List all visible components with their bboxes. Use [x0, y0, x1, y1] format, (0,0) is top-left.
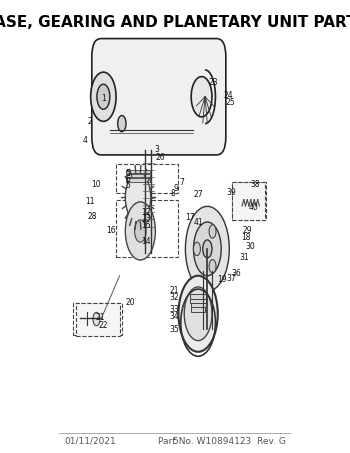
Text: 14: 14 — [141, 237, 151, 246]
Text: 22: 22 — [99, 321, 108, 330]
Text: 18: 18 — [241, 233, 250, 242]
Circle shape — [91, 72, 116, 121]
Text: 21: 21 — [95, 313, 105, 322]
Text: 25: 25 — [226, 97, 235, 106]
Text: 5: 5 — [125, 169, 130, 178]
Text: CASE, GEARING AND PLANETARY UNIT PARTS: CASE, GEARING AND PLANETARY UNIT PARTS — [0, 15, 350, 30]
Circle shape — [194, 242, 201, 255]
Text: 27: 27 — [193, 190, 203, 199]
Text: 39: 39 — [227, 188, 237, 197]
Circle shape — [209, 260, 216, 273]
Text: 8: 8 — [170, 189, 175, 198]
Text: 28: 28 — [87, 212, 97, 221]
Circle shape — [191, 77, 212, 117]
Text: 10: 10 — [92, 180, 101, 189]
FancyBboxPatch shape — [126, 170, 149, 173]
Text: 2: 2 — [87, 117, 92, 126]
Circle shape — [134, 220, 146, 242]
Text: 41: 41 — [193, 217, 203, 226]
Text: 6: 6 — [125, 175, 130, 184]
Text: 35: 35 — [169, 325, 179, 334]
FancyBboxPatch shape — [232, 182, 265, 220]
Text: 13: 13 — [141, 214, 151, 223]
Text: 9: 9 — [174, 183, 178, 193]
Text: 31: 31 — [239, 253, 249, 262]
Text: 30: 30 — [245, 242, 255, 251]
Text: 38: 38 — [250, 180, 260, 189]
FancyBboxPatch shape — [190, 294, 206, 299]
Text: 19: 19 — [218, 275, 227, 284]
Text: 34: 34 — [169, 313, 179, 321]
FancyBboxPatch shape — [76, 303, 120, 336]
Text: 32: 32 — [169, 293, 178, 302]
Circle shape — [97, 84, 110, 109]
Circle shape — [93, 313, 100, 326]
Text: 1: 1 — [101, 95, 106, 103]
Text: 33: 33 — [169, 305, 179, 314]
Circle shape — [203, 240, 212, 258]
Text: Part No. W10894123  Rev. G: Part No. W10894123 Rev. G — [158, 437, 286, 446]
Text: 4: 4 — [83, 135, 87, 145]
Text: 5: 5 — [125, 181, 130, 190]
Circle shape — [186, 207, 229, 291]
Circle shape — [194, 222, 221, 276]
Text: 23: 23 — [208, 78, 218, 87]
Circle shape — [184, 287, 212, 341]
Text: 01/11/2021: 01/11/2021 — [64, 437, 116, 446]
FancyBboxPatch shape — [92, 39, 226, 155]
Text: 5: 5 — [172, 437, 178, 446]
Text: 37: 37 — [227, 275, 237, 283]
FancyBboxPatch shape — [126, 173, 149, 177]
FancyBboxPatch shape — [126, 178, 149, 182]
Text: 17: 17 — [185, 213, 195, 222]
FancyBboxPatch shape — [191, 303, 205, 308]
Circle shape — [118, 116, 126, 132]
Circle shape — [125, 173, 151, 222]
Circle shape — [209, 225, 216, 238]
Text: 16: 16 — [107, 226, 116, 236]
FancyBboxPatch shape — [190, 299, 206, 303]
Text: 29: 29 — [243, 226, 253, 236]
Text: 12: 12 — [141, 208, 151, 217]
Circle shape — [178, 276, 218, 352]
Text: 21: 21 — [169, 286, 178, 295]
Text: 15: 15 — [141, 221, 151, 230]
Text: 7: 7 — [180, 178, 184, 187]
Circle shape — [125, 202, 155, 260]
Text: 26: 26 — [155, 153, 165, 162]
Text: 20: 20 — [125, 298, 135, 307]
Text: 11: 11 — [85, 197, 94, 206]
Text: 36: 36 — [231, 269, 241, 278]
FancyBboxPatch shape — [191, 308, 205, 312]
Text: 3: 3 — [154, 145, 159, 154]
Text: 40: 40 — [249, 203, 258, 212]
Text: 24: 24 — [223, 91, 233, 100]
